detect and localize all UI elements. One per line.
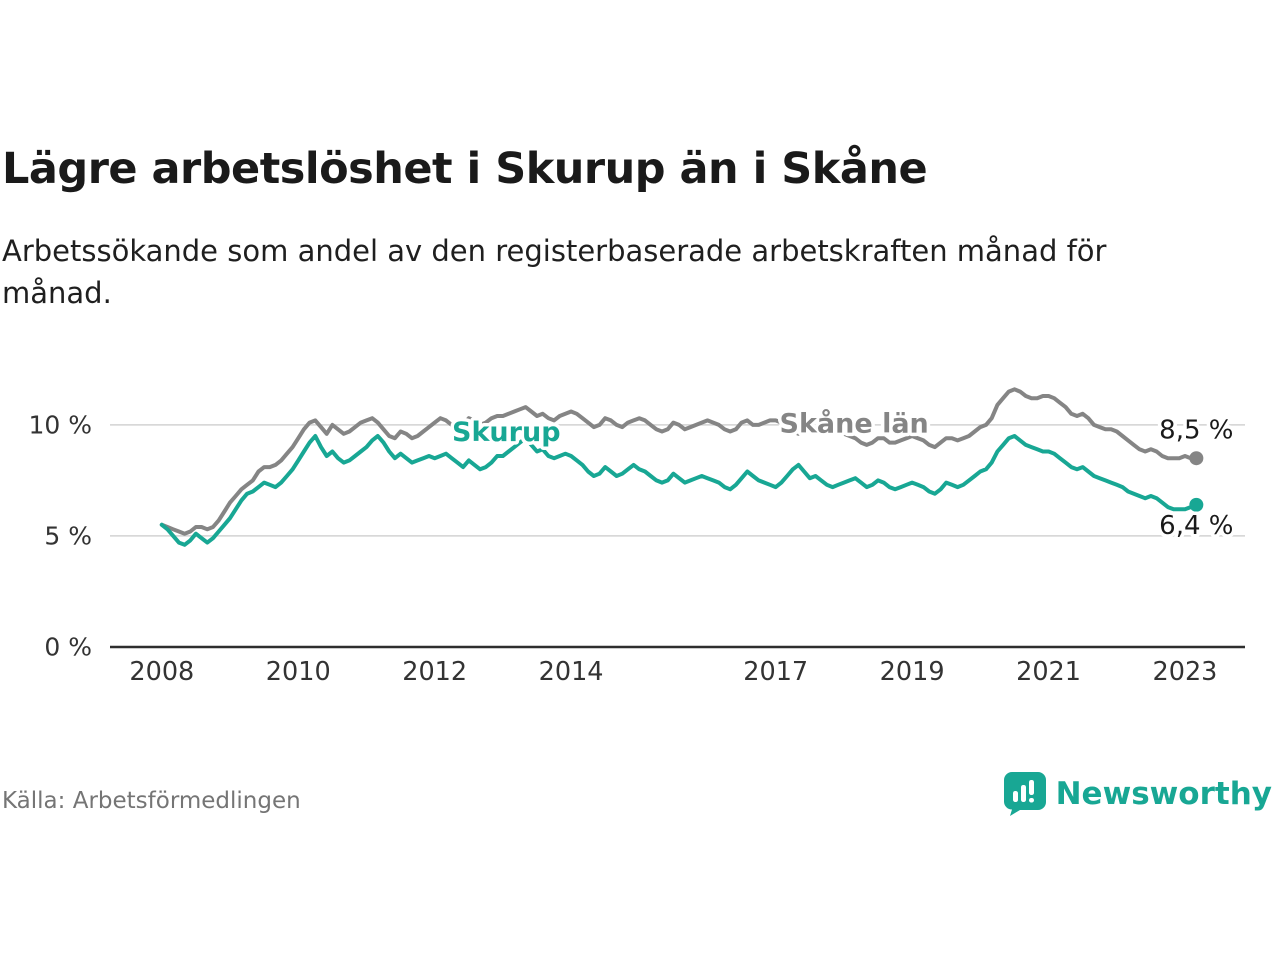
chart-subtitle: Arbetssökande som andel av den registerb… <box>2 234 1107 311</box>
x-tick-label: 2017 <box>743 657 808 687</box>
brand-name: Newsworthy <box>1055 776 1272 812</box>
series-end-dot-skane <box>1189 451 1204 466</box>
newsworthy-logo-icon <box>1003 772 1046 816</box>
series-line-skane <box>159 387 1199 536</box>
x-tick-label: 2021 <box>1016 657 1081 687</box>
series-label-skurup: Skurup <box>452 417 561 448</box>
x-tick-label: 2012 <box>402 657 467 687</box>
end-value-label-skurup: 6,4 % <box>1159 511 1233 541</box>
y-tick-label: 5 % <box>44 521 92 550</box>
source-note: Källa: Arbetsförmedlingen <box>2 788 301 814</box>
y-tick-label: 0 % <box>44 633 92 662</box>
x-tick-label: 2023 <box>1153 657 1218 687</box>
x-tick-label: 2010 <box>266 657 331 687</box>
x-tick-label: 2019 <box>880 657 945 687</box>
end-value-label-skane: 8,5 % <box>1159 415 1233 445</box>
x-tick-label: 2014 <box>539 657 604 687</box>
series-line-skurup <box>159 434 1199 547</box>
y-tick-label: 10 % <box>28 410 92 439</box>
series-label-skane: Skåne län <box>780 407 929 439</box>
series-end-dot-skurup <box>1189 497 1204 512</box>
chart-title: Lägre arbetslöshet i Skurup än i Skåne <box>2 144 928 194</box>
x-tick-label: 2008 <box>129 657 194 687</box>
brand-lockup: Newsworthy <box>1003 772 1272 816</box>
